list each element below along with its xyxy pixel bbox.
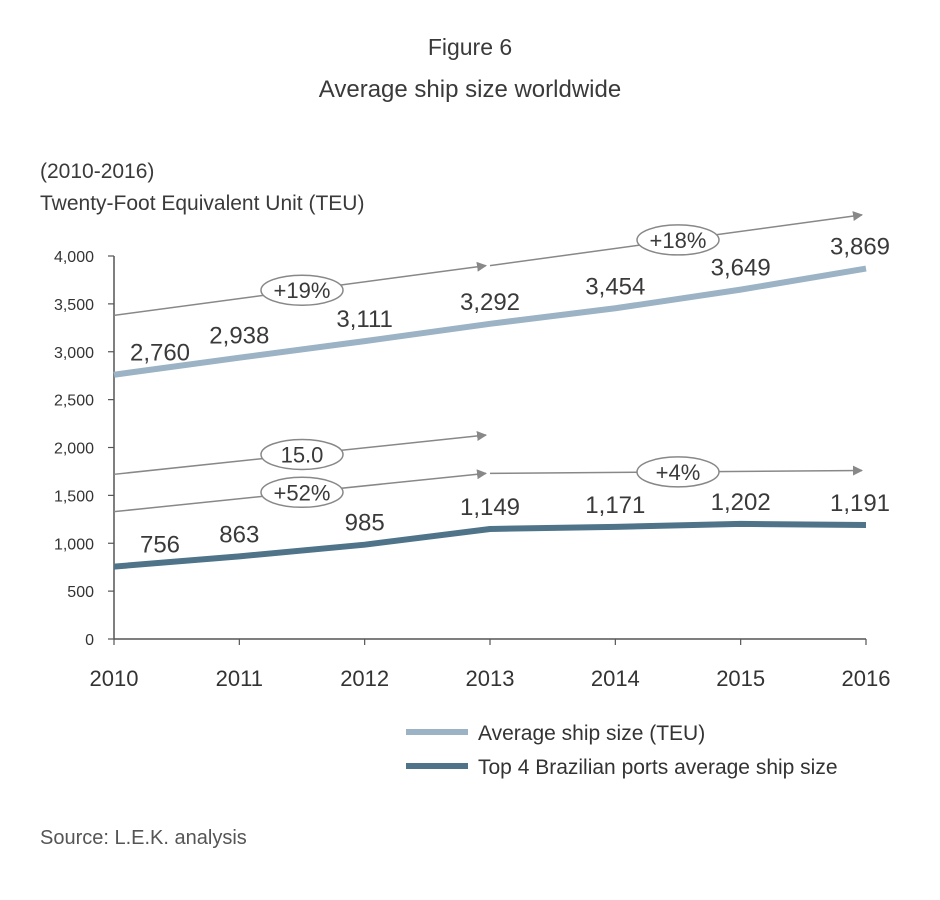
legend-label: Top 4 Brazilian ports average ship size	[478, 756, 838, 779]
legend: Average ship size (TEU) Top 4 Brazilian p…	[406, 722, 838, 779]
annotation-ellipse	[636, 224, 720, 256]
y-tick-label: 4,000	[54, 249, 94, 266]
x-tick-label: 2012	[340, 666, 389, 691]
source-note: Source: L.E.K. analysis	[40, 827, 247, 849]
data-label: 1,149	[460, 494, 520, 521]
data-label: 3,292	[460, 289, 520, 316]
x-tick-label: 2011	[216, 666, 263, 691]
data-label: 3,649	[711, 255, 771, 282]
y-tick-label: 0	[85, 632, 94, 649]
figure-number: Figure 6	[427, 34, 513, 60]
x-tick-label: 2016	[842, 666, 891, 691]
x-tick-label: 2013	[466, 666, 515, 691]
annotation-label: +18%	[650, 228, 707, 253]
series-line-2	[113, 520, 867, 570]
annotation-label: +4%	[656, 460, 701, 485]
data-label: 2,760	[130, 340, 190, 367]
x-tick-label: 2010	[90, 666, 139, 691]
data-labels: 2,760 2,938 3,111 3,292 3,454 3,649 3,869 756 86…	[130, 234, 890, 559]
x-tick-label: 2015	[716, 666, 765, 691]
annotation-label: 15.0	[281, 442, 324, 467]
y-tick-label: 1,500	[54, 488, 94, 505]
y-tick-label: 3,000	[54, 345, 94, 362]
data-label: 1,202	[711, 489, 771, 516]
growth-arrows: +19% +18% 15.0 +52% +4%	[113, 211, 863, 513]
data-label: 1,171	[585, 492, 645, 519]
chart-title: Average ship size worldwide	[318, 76, 622, 103]
data-label: 3,111	[336, 306, 393, 333]
data-label: 756	[140, 532, 180, 559]
data-label: 2,938	[209, 323, 269, 350]
y-tick-label: 3,500	[54, 297, 94, 314]
data-label: 3,454	[585, 273, 645, 300]
data-label: 1,191	[830, 490, 890, 517]
y-axis-unit-label: Twenty-Foot Equivalent Unit (TEU)	[40, 192, 365, 215]
chart-subtitle: (2010-2016)	[40, 160, 155, 183]
annotation-ellipse	[260, 476, 344, 509]
data-label: 863	[219, 521, 259, 548]
y-tick-label: 2,500	[54, 393, 94, 410]
annotation-ellipse	[260, 274, 344, 306]
x-tick-label: 2014	[591, 666, 640, 691]
data-label: 3,869	[830, 234, 890, 261]
annotation-ellipse	[260, 438, 344, 471]
annotation-label: +52%	[274, 480, 331, 505]
annotation-ellipse	[636, 456, 720, 488]
annotation-label: +19%	[274, 278, 331, 303]
series-line-1	[113, 265, 867, 378]
y-tick-label: 2,000	[54, 441, 94, 458]
legend-label: Average ship size (TEU)	[478, 722, 705, 745]
y-tick-label: 500	[67, 584, 94, 601]
data-label: 985	[345, 510, 385, 537]
y-tick-label: 1,000	[54, 536, 94, 553]
series-lines	[113, 265, 867, 570]
axes: 0 500 1,000 1,500 2,000 2,500 3,000 3,500 4,000 2…	[54, 249, 891, 691]
